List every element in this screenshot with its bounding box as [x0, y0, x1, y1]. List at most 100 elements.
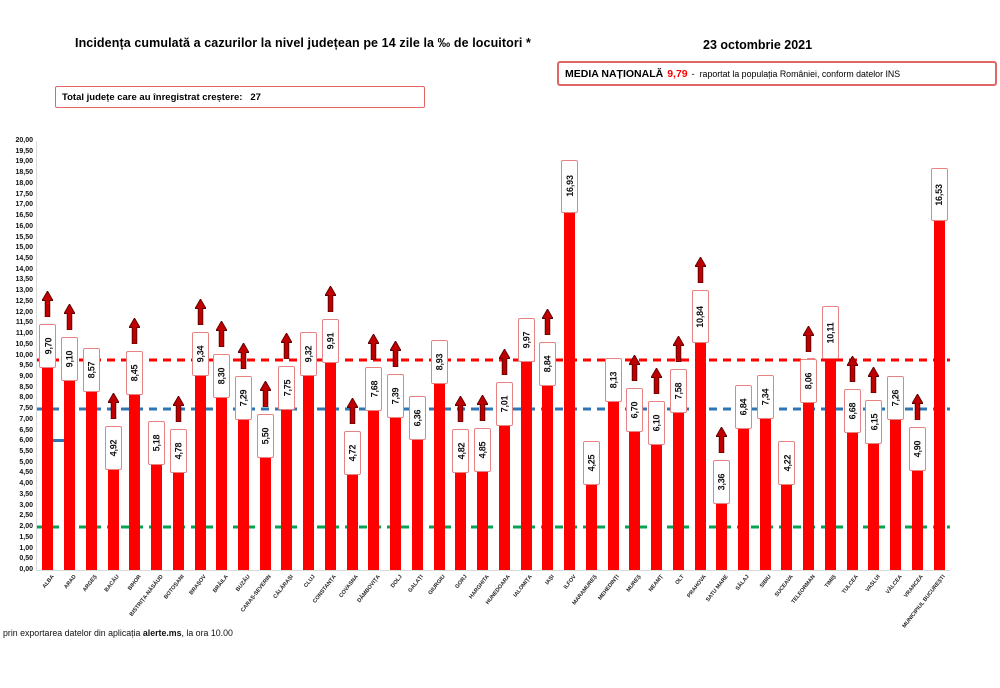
value-label: 7,75 [278, 365, 296, 410]
bar-bra-ov [194, 369, 206, 570]
bar-municipiul-bucure-ti [933, 215, 945, 570]
total-increase-label: Total județe care au înregistrat creșter… [62, 91, 243, 103]
total-increase-count: 27 [250, 91, 261, 103]
x-label-satu-mare: SATU MARE [704, 574, 730, 604]
bar-bac-u [107, 464, 119, 570]
value-label: 8,57 [82, 348, 100, 393]
x-label-constan-a: CONSTANȚA [312, 574, 339, 605]
y-tick: 2,50 [19, 512, 33, 520]
y-tick: 3,50 [19, 490, 33, 498]
increase-arrow-icon [802, 325, 815, 357]
y-tick: 9,00 [19, 372, 33, 380]
increase-arrow-icon [628, 354, 642, 386]
x-label-harghita: HARGHITA [468, 574, 491, 601]
bar-s-laj [737, 423, 749, 570]
y-tick: 0,00 [19, 566, 33, 573]
x-label-giurgiu: GIURGIU [427, 574, 447, 597]
bar-timi- [824, 353, 836, 570]
bar-alba [42, 361, 54, 570]
increase-arrow-icon [715, 426, 729, 458]
y-tick: 7,50 [19, 405, 33, 413]
y-tick: 19,00 [15, 158, 33, 166]
bar-maramure- [585, 478, 597, 570]
y-tick: 14,50 [15, 254, 33, 262]
bar-bistri-a-n-s-ud [151, 458, 163, 570]
x-label-mehedin-i: MEHEDINȚI [597, 574, 621, 602]
y-tick: 18,00 [15, 179, 33, 187]
bar-giurgiu [433, 378, 445, 570]
footer-app-name: alerte.ms [142, 628, 182, 638]
x-label-gorj: GORJ [454, 574, 469, 590]
bar-arad [64, 374, 76, 570]
value-label: 4,25 [582, 440, 600, 485]
x-label-ia-i: IAȘI [544, 574, 556, 587]
value-label: 6,10 [648, 401, 666, 446]
y-tick: 4,00 [19, 480, 33, 488]
y-tick: 3,00 [19, 501, 33, 509]
bar-v-lcea [890, 414, 902, 570]
refline-green-threshold [37, 525, 950, 529]
page-title: Incidența cumulată a cazurilor la nivel … [75, 36, 531, 50]
footer-prefix: prin exportarea datelor din aplicația [3, 628, 143, 638]
national-average-value: 9,79 [667, 67, 688, 80]
x-label-br-ila: BRĂILA [211, 574, 230, 595]
national-average-label: MEDIA NAȚIONALĂ [565, 67, 664, 80]
x-label-bihor: BIHOR [126, 574, 143, 592]
value-label: 8,13 [604, 357, 622, 402]
y-tick: 17,00 [15, 201, 33, 209]
x-label-gala-i: GALAȚI [407, 574, 426, 594]
increase-arrow-icon [41, 290, 55, 322]
value-label: 6,68 [843, 388, 861, 433]
y-tick: 8,00 [19, 394, 33, 402]
x-label-neam-: NEAMȚ [647, 574, 665, 594]
value-label: 4,22 [778, 441, 796, 486]
increase-arrow-icon [693, 256, 707, 288]
value-label: 9,70 [39, 323, 57, 368]
value-label: 7,34 [756, 374, 774, 419]
value-label: 4,90 [908, 426, 926, 471]
bar-prahova [694, 337, 706, 570]
x-label-v-lcea: VÂLCEA [884, 574, 904, 596]
y-tick: 13,50 [15, 276, 33, 284]
y-tick: 12,50 [15, 297, 33, 305]
y-tick: 11,50 [15, 319, 33, 327]
value-label: 4,92 [104, 426, 122, 471]
bar-mehedin-i [607, 395, 619, 570]
bar-hunedoara [498, 419, 510, 570]
y-tick: 17,50 [15, 190, 33, 198]
x-label-dolj: DOLJ [389, 574, 404, 590]
y-tick: 16,00 [15, 222, 33, 230]
x-label-vaslui: VASLUI [864, 574, 882, 594]
x-label-boto-ani: BOTOȘANI [163, 574, 187, 601]
increase-arrow-icon [498, 347, 511, 380]
value-label: 8,84 [539, 342, 557, 387]
value-label: 16,53 [930, 168, 948, 222]
value-label: 6,15 [865, 400, 883, 445]
value-label: 6,84 [734, 385, 752, 430]
x-label-ilfov: ILFOV [562, 574, 578, 591]
x-label-ialomi-a: IALOMIȚA [512, 574, 534, 599]
bar-tulcea [846, 426, 858, 570]
bar-buz-u [238, 413, 249, 570]
stray-blue-dash [47, 439, 65, 443]
bar-suceava [781, 479, 793, 570]
value-label: 16,93 [561, 159, 579, 213]
value-label: 8,93 [430, 340, 448, 385]
value-label: 5,50 [256, 414, 274, 459]
refline-national-average [37, 358, 950, 362]
y-tick: 8,50 [19, 383, 33, 391]
value-label: 9,97 [517, 318, 535, 363]
bar-constan-a [324, 357, 336, 570]
value-label: 4,85 [474, 427, 492, 472]
value-label: 4,72 [343, 430, 361, 475]
increase-arrow-icon [237, 341, 250, 374]
x-label-alba: ALBA [41, 574, 56, 590]
bar-cluj [303, 370, 315, 570]
x-label-buz-u: BUZĂU [234, 574, 252, 593]
value-label: 4,78 [169, 429, 187, 474]
x-label-tulcea: TULCEA [841, 574, 860, 596]
x-label-covasna: COVASNA [338, 574, 360, 600]
x-label-cluj: CLUJ [302, 574, 317, 590]
y-tick: 1,00 [19, 544, 33, 552]
y-tick: 6,50 [19, 426, 33, 434]
